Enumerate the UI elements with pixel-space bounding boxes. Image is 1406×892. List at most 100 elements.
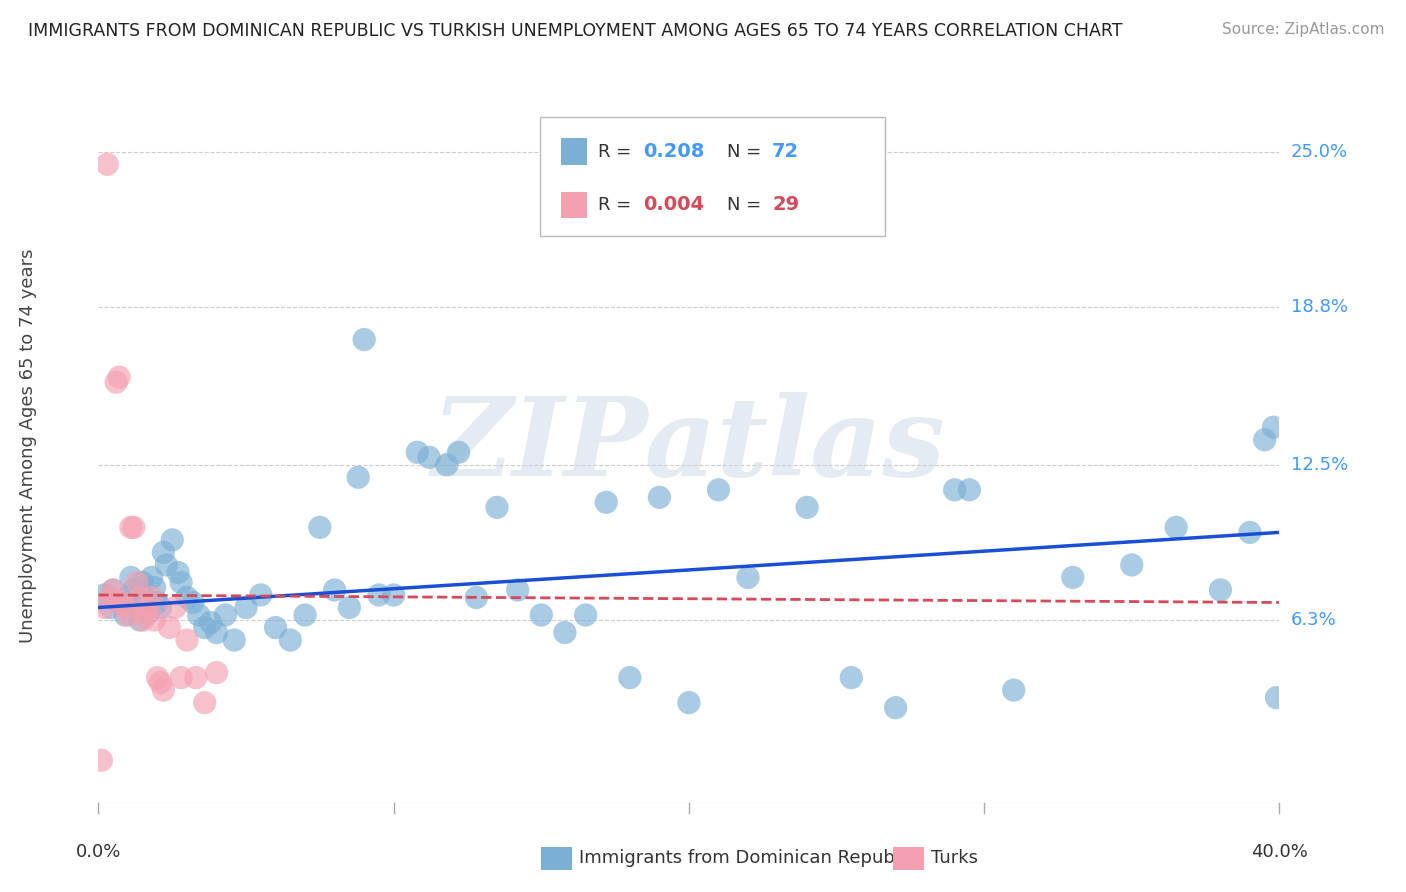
Text: Immigrants from Dominican Republic: Immigrants from Dominican Republic <box>579 849 915 867</box>
Point <box>1121 558 1143 572</box>
Point <box>337 600 360 615</box>
Point <box>278 633 302 648</box>
Point <box>155 558 177 572</box>
Point <box>120 570 142 584</box>
Point <box>353 333 375 347</box>
Point <box>184 671 207 685</box>
Point <box>436 458 458 472</box>
Text: IMMIGRANTS FROM DOMINICAN REPUBLIC VS TURKISH UNEMPLOYMENT AMONG AGES 65 TO 74 Y: IMMIGRANTS FROM DOMINICAN REPUBLIC VS TU… <box>28 22 1122 40</box>
Point <box>170 575 193 590</box>
Point <box>707 483 730 497</box>
Point <box>418 450 440 465</box>
Point <box>167 566 190 580</box>
Text: 0.0%: 0.0% <box>76 843 121 861</box>
Point <box>506 582 529 597</box>
Text: 72: 72 <box>772 143 799 161</box>
Point <box>737 570 759 584</box>
Point <box>959 483 981 497</box>
Point <box>120 520 142 534</box>
Point <box>128 591 150 605</box>
Text: R =: R = <box>598 196 637 214</box>
Point <box>250 588 273 602</box>
Point <box>194 621 217 635</box>
Point <box>146 671 169 685</box>
Point <box>205 625 228 640</box>
Point <box>103 582 125 597</box>
Point <box>138 606 160 620</box>
Text: 12.5%: 12.5% <box>1291 456 1348 474</box>
Point <box>111 595 134 609</box>
Point <box>149 600 172 615</box>
Text: 6.3%: 6.3% <box>1291 611 1336 629</box>
Point <box>114 600 136 615</box>
Point <box>125 575 148 590</box>
Point <box>796 500 818 515</box>
Point <box>135 607 157 622</box>
Point <box>132 575 155 590</box>
Point <box>93 600 115 615</box>
Point <box>943 483 966 497</box>
Point <box>143 613 166 627</box>
Point <box>132 613 155 627</box>
Point <box>264 621 287 635</box>
Point <box>205 665 228 680</box>
Point <box>224 633 246 648</box>
Point <box>98 600 121 615</box>
Text: N =: N = <box>727 196 768 214</box>
Point <box>138 600 160 615</box>
Point <box>294 607 316 622</box>
Point <box>1164 520 1187 534</box>
Point <box>108 370 131 384</box>
Point <box>574 607 596 622</box>
Point <box>1254 433 1277 447</box>
Point <box>406 445 429 459</box>
Text: R =: R = <box>598 143 637 161</box>
Text: Unemployment Among Ages 65 to 74 years: Unemployment Among Ages 65 to 74 years <box>18 249 37 643</box>
Point <box>162 533 183 547</box>
Point <box>117 591 139 605</box>
Point <box>323 582 346 597</box>
Text: Source: ZipAtlas.com: Source: ZipAtlas.com <box>1222 22 1385 37</box>
Point <box>170 671 193 685</box>
Point <box>149 675 172 690</box>
Point <box>486 500 509 515</box>
Point <box>1265 690 1288 705</box>
Point <box>347 470 370 484</box>
Point <box>135 591 157 605</box>
Point <box>146 595 169 609</box>
Point <box>122 520 145 534</box>
Point <box>141 570 163 584</box>
Point <box>1002 683 1025 698</box>
Point <box>214 607 236 622</box>
Point <box>117 607 139 622</box>
Text: Turks: Turks <box>931 849 977 867</box>
Point <box>165 600 187 615</box>
Point <box>465 591 488 605</box>
Text: 29: 29 <box>772 195 799 214</box>
Point <box>1062 570 1084 584</box>
Text: 25.0%: 25.0% <box>1291 143 1348 161</box>
Point <box>93 588 115 602</box>
Text: N =: N = <box>727 143 768 161</box>
Point <box>90 753 112 767</box>
Point <box>122 582 145 597</box>
Point <box>382 588 405 602</box>
Point <box>1239 525 1261 540</box>
Point <box>530 607 553 622</box>
Point <box>187 607 209 622</box>
Point <box>619 671 641 685</box>
Point <box>105 375 128 389</box>
Point <box>125 600 148 615</box>
Point <box>114 607 136 622</box>
Point <box>143 581 166 595</box>
Point <box>141 591 163 605</box>
Point <box>884 700 907 714</box>
Point <box>96 157 118 171</box>
Point <box>1263 420 1285 434</box>
Point <box>157 621 180 635</box>
Point <box>103 582 125 597</box>
Point <box>200 615 222 630</box>
Text: 18.8%: 18.8% <box>1291 298 1347 316</box>
Point <box>152 683 174 698</box>
Point <box>554 625 576 640</box>
